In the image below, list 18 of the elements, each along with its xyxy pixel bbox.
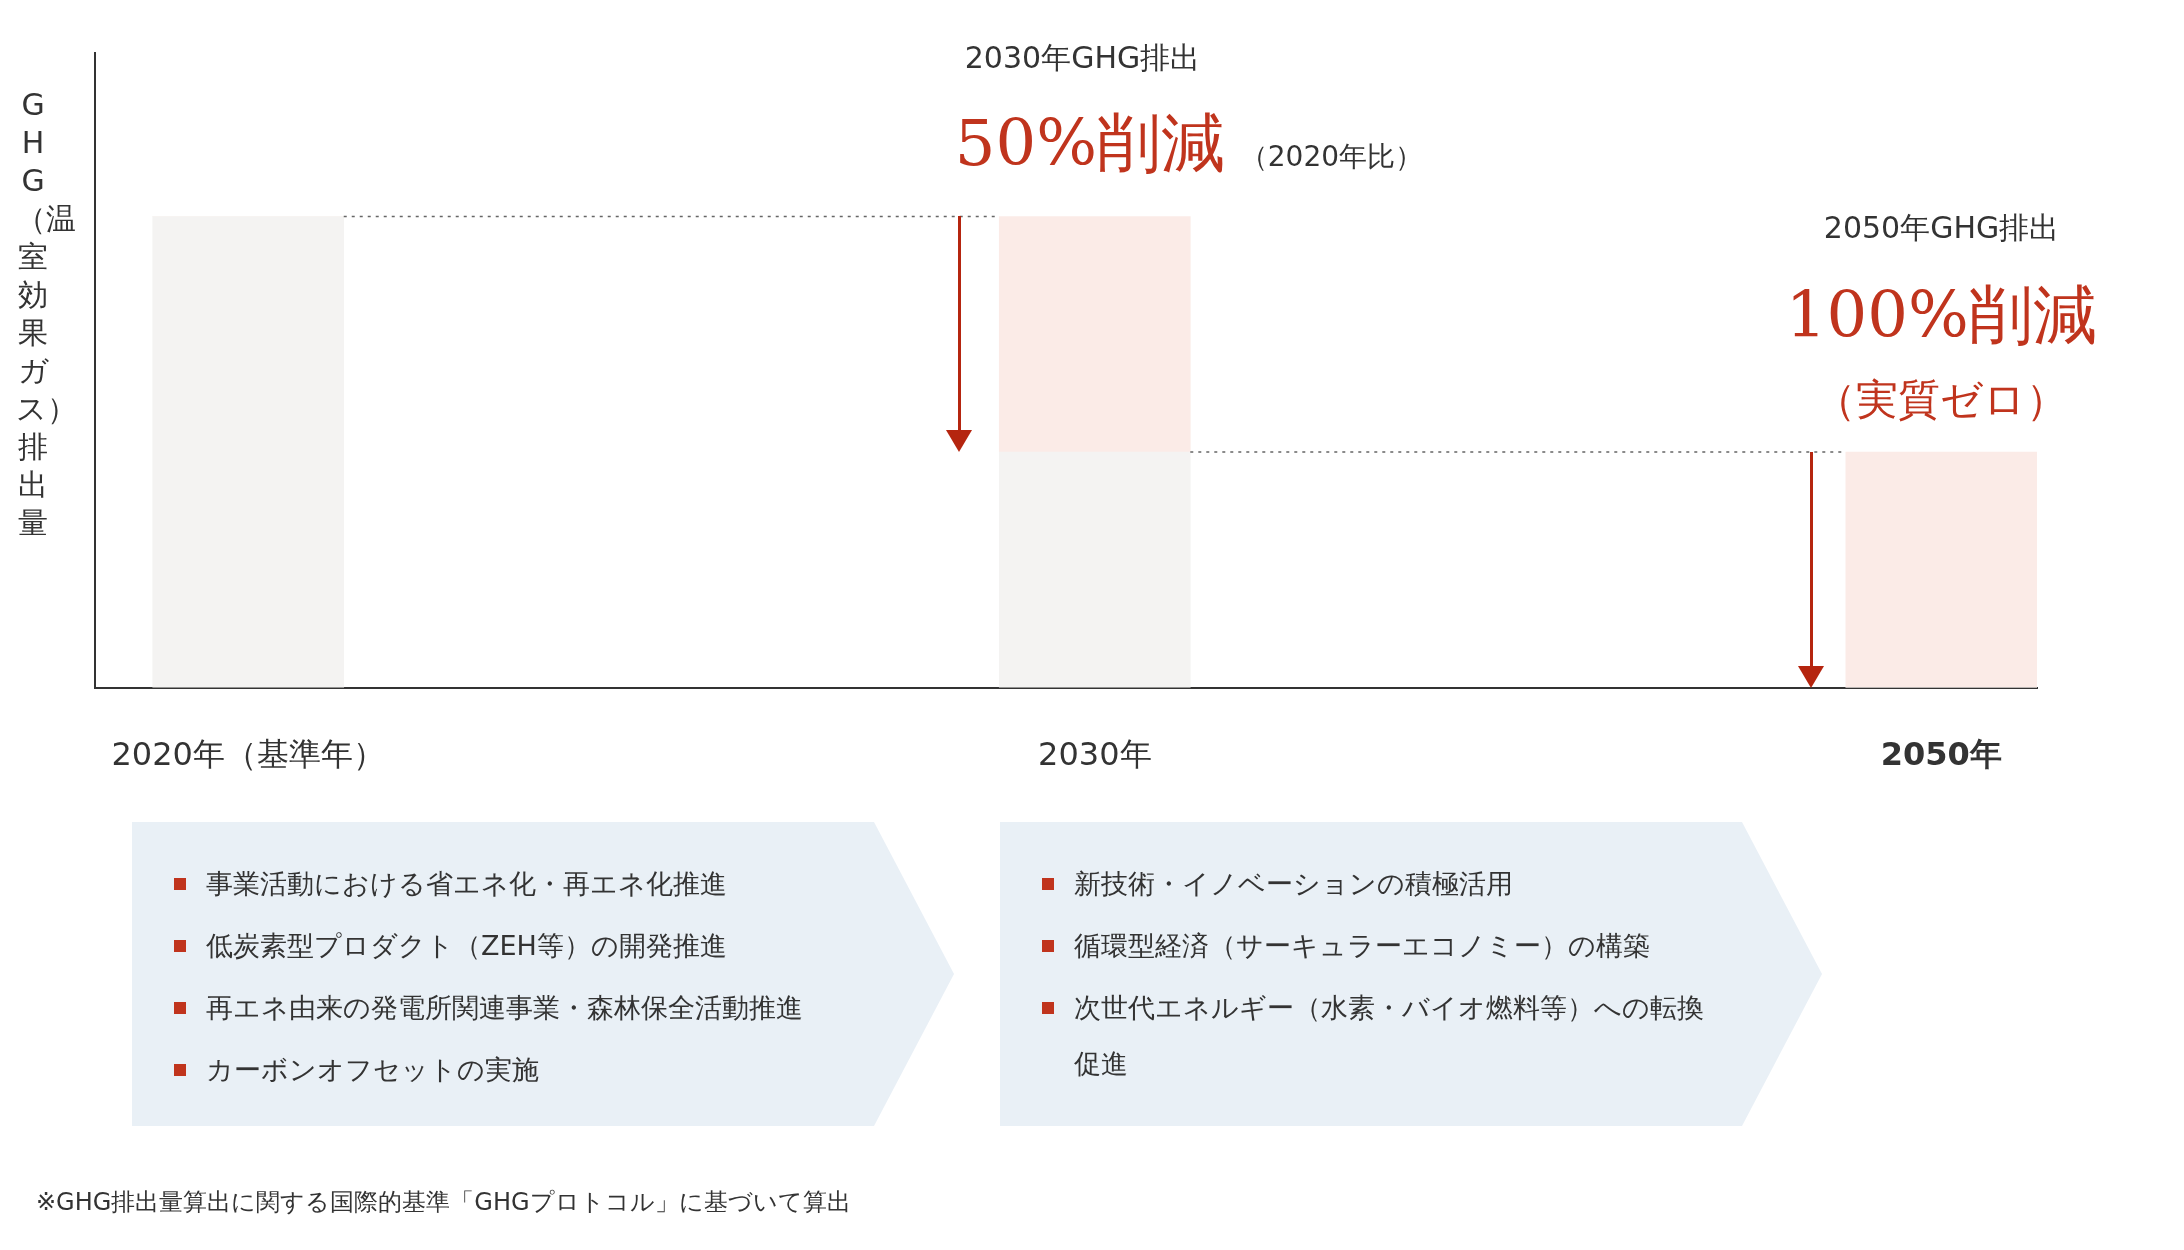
- x-tick-label: 2020年（基準年）: [111, 735, 385, 774]
- text: GHG（温室効果ガス）排出量: [16, 87, 77, 540]
- text: ※GHG排出量算出に関する国際的基準「GHGプロトコル」に基づいて算出: [36, 1187, 851, 1218]
- text: カーボンオフセットの実施: [206, 1053, 540, 1087]
- text: 次世代エネルギー（水素・バイオ燃料等）への転換促進: [1074, 991, 1705, 1081]
- text: 2030年GHG排出: [964, 39, 1201, 77]
- text: 50%削減: [954, 105, 1226, 182]
- x-tick-label: 2050年: [1880, 735, 2002, 774]
- text: （2020年比）: [1239, 139, 1424, 175]
- text: 新技術・イノベーションの積極活用: [1074, 867, 1514, 901]
- annotation: （実質ゼロ）: [1814, 374, 2069, 426]
- text: 事業活動における省エネ化・再エネ化推進: [206, 867, 728, 901]
- text: 循環型経済（サーキュラーエコノミー）の構築: [1074, 929, 1651, 963]
- annotation: 100%削減: [1785, 277, 2097, 354]
- x-tick-label: 2030年: [1038, 735, 1152, 774]
- text: 再エネ由来の発電所関連事業・森林保全活動推進: [206, 991, 804, 1025]
- text: 低炭素型プロダクト（ZEH等）の開発推進: [206, 929, 728, 963]
- annotation: 2050年GHG排出: [1823, 209, 2060, 247]
